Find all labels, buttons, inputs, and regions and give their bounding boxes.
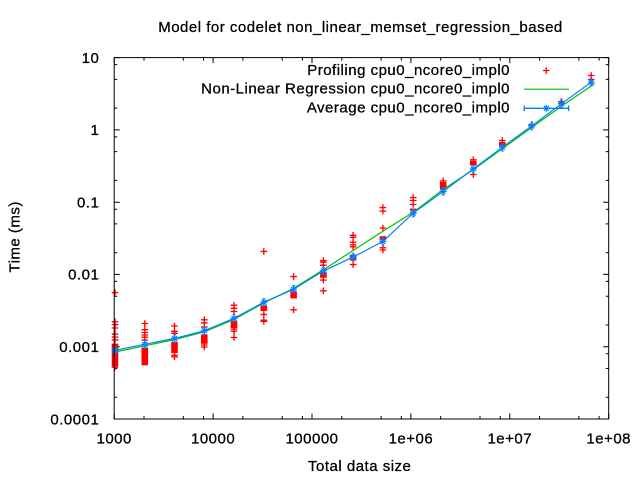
svg-text:Profiling cpu0_ncore0_impl0: Profiling cpu0_ncore0_impl0 [307, 62, 510, 79]
svg-text:Average cpu0_ncore0_impl0: Average cpu0_ncore0_impl0 [307, 99, 510, 116]
svg-text:1e+07: 1e+07 [487, 430, 532, 447]
svg-text:10000: 10000 [191, 430, 235, 447]
svg-text:1: 1 [90, 122, 99, 139]
svg-text:0.001: 0.001 [59, 339, 99, 356]
svg-text:Non-Linear Regression cpu0_nco: Non-Linear Regression cpu0_ncore0_impl0 [201, 81, 510, 98]
svg-text:100000: 100000 [285, 430, 338, 447]
svg-text:0.1: 0.1 [77, 194, 99, 211]
svg-text:0.0001: 0.0001 [50, 411, 99, 428]
svg-text:1e+06: 1e+06 [389, 430, 434, 447]
svg-text:Model for codelet non_linear_m: Model for codelet non_linear_memset_regr… [158, 19, 563, 36]
svg-text:0.01: 0.01 [68, 267, 99, 284]
svg-text:10: 10 [82, 50, 100, 67]
svg-text:Time (ms): Time (ms) [6, 201, 23, 272]
svg-text:Total data size: Total data size [308, 458, 411, 475]
svg-text:1e+08: 1e+08 [586, 430, 631, 447]
svg-text:1000: 1000 [97, 430, 132, 447]
